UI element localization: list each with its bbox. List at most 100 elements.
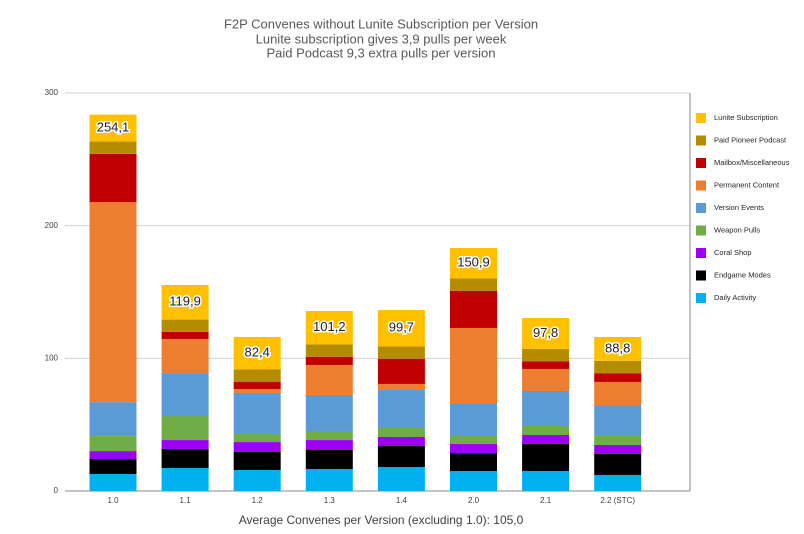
bar-segment (233, 336, 281, 370)
x-tick-label: 1.0 (107, 496, 119, 505)
legend-swatch (696, 203, 706, 213)
bar-segment (450, 444, 497, 454)
bar-segment (89, 153, 137, 203)
bar-segment (305, 450, 353, 469)
y-tick-label: 300 (45, 88, 59, 97)
bar-segment (161, 319, 209, 332)
x-tick-label: 2.2 (STC) (600, 496, 635, 505)
bar-segment (377, 346, 425, 359)
bar-segment (233, 381, 281, 389)
bar-segment (450, 247, 497, 279)
bar-segment (161, 448, 209, 469)
x-tick-label: 1.1 (180, 496, 192, 505)
bar-segment (377, 390, 425, 428)
bar-segment (233, 451, 281, 471)
bar-segment (522, 361, 570, 369)
x-tick-label: 1.4 (396, 496, 408, 505)
bar-segment (89, 141, 137, 154)
legend-swatch (696, 293, 706, 303)
bar-segment (522, 425, 570, 436)
legend-label: Paid Pioneer Podcast (714, 135, 787, 144)
bar-segment (89, 474, 137, 491)
bar-segment (89, 436, 137, 452)
bar-segment (305, 344, 353, 357)
bar-segment (450, 403, 497, 436)
bar-segment (305, 356, 353, 365)
chart-subtitle: Lunite subscription gives 3,9 pulls per … (256, 31, 507, 46)
bar-segment (522, 348, 570, 362)
bar-segment (161, 338, 209, 374)
legend-label: Version Events (714, 203, 764, 212)
y-tick-label: 200 (45, 221, 59, 230)
bar-segment (233, 392, 281, 434)
bar-segment (233, 470, 281, 491)
data-label: 101,2 (313, 319, 346, 334)
bar-segment (522, 390, 570, 426)
x-tick-label: 2.0 (468, 496, 480, 505)
bar-segment (233, 369, 281, 382)
bar-segment (161, 468, 209, 491)
data-label: 119,9 (169, 294, 201, 309)
bar-segment (305, 364, 353, 395)
bar-segment (233, 442, 281, 452)
bar-segment (450, 327, 497, 404)
bar-segment (89, 402, 137, 437)
bar-segment (377, 466, 425, 491)
bar-segment (233, 433, 281, 443)
bar-segment (89, 451, 137, 460)
bar-segment (377, 358, 425, 384)
bar-segment (522, 470, 570, 491)
bar-segment (377, 427, 425, 438)
data-label: 254,1 (97, 120, 130, 135)
bar-segment (522, 318, 570, 349)
data-label: 82,4 (245, 345, 270, 360)
legend-label: Daily Activity (714, 293, 756, 302)
legend-swatch (696, 180, 706, 191)
bar-segment (305, 468, 353, 491)
bar-segment (522, 444, 570, 471)
bar-segment (594, 336, 642, 361)
bar-segment (89, 459, 137, 475)
bar-segment (450, 435, 497, 445)
bar-segment (377, 437, 425, 447)
legend-label: Endgame Modes (714, 270, 771, 279)
bar-segment (305, 440, 353, 451)
bar-segment (161, 440, 209, 449)
bar-segment (522, 368, 570, 391)
bar-segment (305, 394, 353, 432)
bar-segment (594, 360, 642, 374)
legend-label: Coral Shop (714, 248, 752, 257)
bar-segment (594, 373, 642, 382)
y-tick-label: 100 (45, 353, 59, 362)
y-tick-label: 0 (54, 486, 59, 495)
data-label: 97,8 (533, 325, 558, 340)
data-label: 88,8 (605, 340, 630, 355)
data-label: 150,9 (457, 255, 490, 270)
bar-segment (305, 431, 353, 441)
legend-label: Permanent Content (714, 180, 780, 189)
bar-segment (305, 310, 353, 345)
bar-segment (377, 446, 425, 467)
bar-segment (450, 278, 497, 291)
chart-subtitle: Paid Podcast 9,3 extra pulls per version (266, 45, 495, 60)
legend-label: Lunite Subscription (714, 113, 778, 122)
bar-segment (594, 405, 642, 436)
legend-swatch (696, 270, 706, 281)
bar-segment (522, 435, 570, 445)
legend-label: Weapon Pulls (714, 225, 760, 234)
legend-label: Mailbox/Miscellaneous (714, 158, 790, 167)
bar-segment (594, 474, 642, 491)
bar-segment (377, 310, 425, 347)
bar-segment (377, 383, 425, 391)
chart-title: F2P Convenes without Lunite Subscription… (224, 16, 538, 31)
bar-segment (594, 435, 642, 445)
bar-segment (89, 114, 137, 142)
bar-segment (161, 284, 209, 320)
bar-segment (594, 444, 642, 454)
legend-swatch (696, 113, 706, 123)
bar-segment (161, 416, 209, 441)
bar-segment (594, 453, 642, 475)
bar-segment (161, 373, 209, 417)
legend-swatch (696, 135, 706, 146)
